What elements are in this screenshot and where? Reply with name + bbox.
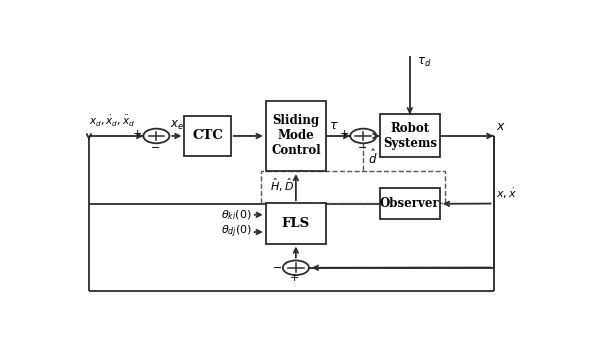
Text: $\hat{d}$: $\hat{d}$ bbox=[368, 148, 377, 167]
Text: Observer: Observer bbox=[380, 197, 440, 210]
Text: $x_d,\dot{x}_d,\ddot{x}_d$: $x_d,\dot{x}_d,\ddot{x}_d$ bbox=[89, 115, 135, 129]
FancyBboxPatch shape bbox=[380, 188, 440, 219]
Text: CTC: CTC bbox=[192, 129, 223, 142]
Text: +: + bbox=[290, 273, 299, 283]
FancyBboxPatch shape bbox=[184, 116, 231, 156]
Text: Robot
Systems: Robot Systems bbox=[383, 122, 437, 150]
Text: +: + bbox=[133, 129, 142, 139]
Text: $\tau_d$: $\tau_d$ bbox=[417, 56, 431, 69]
Text: $\tau$: $\tau$ bbox=[329, 119, 338, 132]
Text: $\theta_{dj}(0)$: $\theta_{dj}(0)$ bbox=[221, 224, 252, 240]
FancyBboxPatch shape bbox=[266, 101, 326, 171]
Text: FLS: FLS bbox=[282, 217, 310, 230]
FancyBboxPatch shape bbox=[266, 203, 326, 244]
Text: $\hat{H},\hat{D}$: $\hat{H},\hat{D}$ bbox=[270, 176, 295, 194]
Text: +: + bbox=[340, 129, 349, 139]
Circle shape bbox=[283, 260, 309, 275]
Text: $x,\dot{x}$: $x,\dot{x}$ bbox=[496, 187, 517, 201]
Text: $\theta_{ki}(0)$: $\theta_{ki}(0)$ bbox=[221, 208, 252, 222]
Text: $-$: $-$ bbox=[272, 261, 283, 272]
Text: Sliding
Mode
Control: Sliding Mode Control bbox=[271, 115, 320, 157]
Text: $x_e$: $x_e$ bbox=[170, 119, 184, 132]
FancyBboxPatch shape bbox=[380, 115, 440, 158]
Circle shape bbox=[143, 128, 169, 143]
Text: $-$: $-$ bbox=[358, 141, 367, 152]
Circle shape bbox=[350, 128, 376, 143]
Text: $-$: $-$ bbox=[151, 141, 161, 152]
Text: $x$: $x$ bbox=[496, 120, 506, 133]
